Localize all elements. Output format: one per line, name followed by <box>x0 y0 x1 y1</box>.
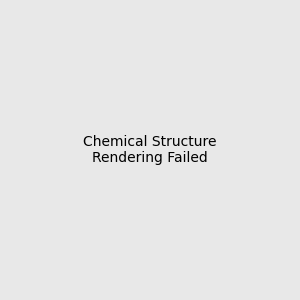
Text: Chemical Structure
Rendering Failed: Chemical Structure Rendering Failed <box>83 135 217 165</box>
